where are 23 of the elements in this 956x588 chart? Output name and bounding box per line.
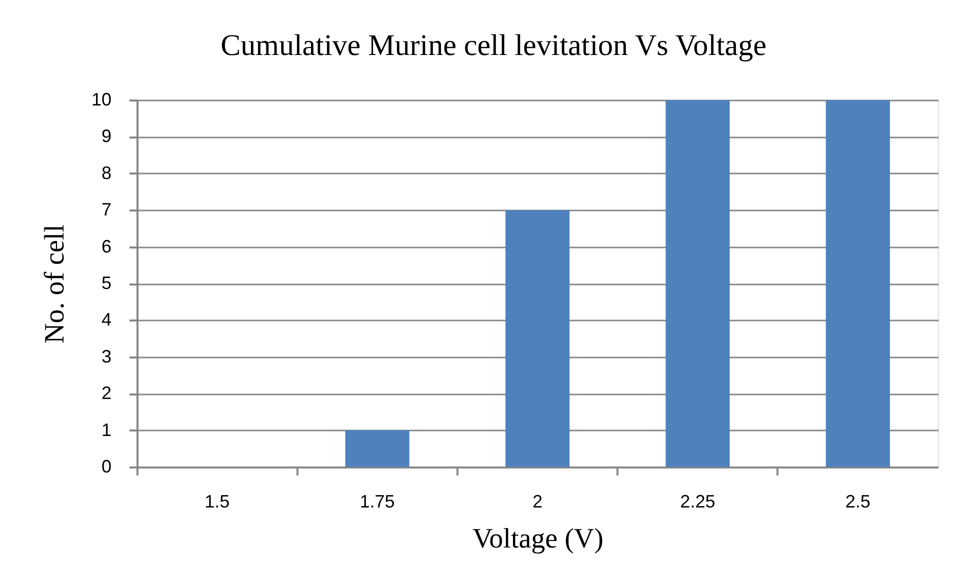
x-tick-label: 1.5	[204, 492, 230, 512]
bar	[345, 430, 410, 467]
x-tick-label: 2.25	[680, 492, 716, 512]
x-tick-label: 2.5	[845, 492, 870, 512]
x-tick-label: 2	[532, 492, 543, 512]
y-tick-label: 9	[101, 126, 112, 146]
chart-title: Cumulative Murine cell levitation Vs Voltage	[220, 29, 766, 62]
y-axis-title: No. of cell	[39, 224, 70, 344]
y-tick-label: 5	[101, 273, 112, 293]
bar	[826, 100, 890, 467]
bar	[505, 210, 570, 467]
x-axis-title: Voltage (V)	[472, 524, 604, 554]
y-tick-label: 7	[101, 200, 112, 220]
y-tick-label: 1	[101, 420, 112, 440]
y-tick-label: 4	[101, 310, 112, 330]
y-tick-label: 2	[101, 383, 112, 404]
y-tick-label: 10	[91, 90, 112, 110]
bar	[666, 100, 730, 467]
x-tick-label: 1.75	[360, 492, 395, 512]
y-tick-label: 8	[101, 162, 112, 183]
y-tick-label: 0	[101, 456, 112, 476]
y-tick-label: 3	[101, 346, 112, 366]
y-tick-label: 6	[101, 236, 112, 256]
